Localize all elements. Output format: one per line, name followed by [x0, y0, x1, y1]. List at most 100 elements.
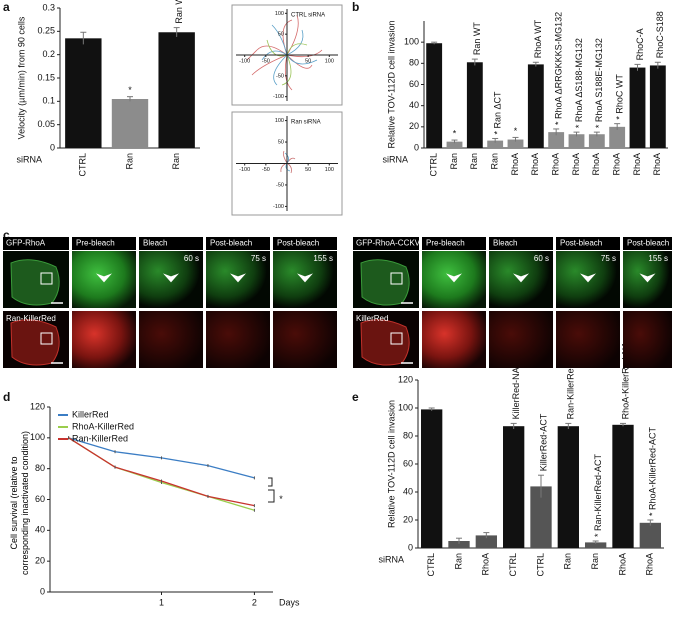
header-bar — [422, 237, 486, 250]
bar — [629, 67, 646, 148]
arrowhead — [96, 273, 112, 283]
x-tick-label: RhoA — [612, 153, 622, 176]
arrowhead — [446, 273, 462, 283]
bar-annotation: RhoC-A — [635, 28, 645, 60]
x-tick-label: RhoA — [652, 153, 662, 176]
x-tick-label: 2 — [252, 597, 257, 607]
y-tick-label: 0.1 — [42, 96, 55, 106]
x-tick-label: CTRL — [429, 153, 439, 177]
arrowhead — [580, 273, 596, 283]
red-image — [273, 311, 337, 368]
bar-annotation: * RhoA ΔS188-MG132 — [574, 38, 584, 128]
x-tick-label: RhoA — [551, 153, 561, 176]
bar-annotation: * Ran ΔCT — [493, 91, 503, 135]
x-axis-label: Days — [279, 597, 300, 607]
bar-annotation: Ran-KillerRed-NA — [566, 348, 576, 420]
bar — [65, 38, 102, 149]
x-tick-label: RhoA — [530, 153, 540, 176]
bar-annotation: * Ran-KillerRed-ACT — [593, 453, 603, 537]
y-axis-label: Cell survival (relative to corresponding… — [9, 430, 30, 576]
x-tick-label: CTRL — [508, 553, 518, 577]
y-tick-label: -100 — [273, 204, 284, 210]
header-bar — [139, 237, 203, 250]
red-image — [556, 311, 620, 368]
y-axis-label: Relative TOV-112D cell invasion — [386, 400, 396, 528]
column-header: Post-bleach — [277, 239, 319, 248]
x-tick-label: RhoA — [632, 153, 642, 176]
x-tick-label: 50 — [305, 167, 311, 173]
y-tick-label: 40 — [403, 486, 413, 496]
header-bar — [489, 237, 553, 250]
y-tick-label: 120 — [398, 374, 413, 384]
arrowhead — [513, 273, 529, 283]
x-tick-label: -50 — [262, 167, 270, 173]
x-tick-label: 50 — [305, 58, 311, 64]
roi-box — [390, 272, 403, 285]
bar — [507, 139, 524, 148]
time-label: 155 s — [648, 254, 668, 263]
roi-box — [40, 332, 53, 345]
legend-label: KillerRed — [72, 409, 109, 419]
y-tick-label: 50 — [278, 32, 284, 38]
x-tick-label: RhoA — [617, 553, 627, 576]
bar — [426, 43, 443, 148]
y-tick-label: 20 — [403, 514, 413, 524]
red-image — [72, 311, 136, 368]
y-tick-label: 0 — [414, 142, 419, 152]
column-header: Pre-bleach — [76, 239, 115, 248]
x-tick-label: -100 — [239, 167, 250, 173]
legend-label: RhoA-KillerRed — [72, 421, 134, 431]
roi-box — [390, 332, 403, 345]
y-tick-label: 0.05 — [37, 119, 55, 129]
y-tick-label: 0 — [408, 542, 413, 552]
plot-title: CTRL siRNA — [291, 13, 325, 19]
arrowhead — [230, 273, 246, 283]
arrowhead — [163, 273, 179, 283]
panel-letter: d — [3, 390, 10, 404]
time-label: 75 s — [251, 254, 266, 263]
bar — [557, 426, 579, 548]
red-image — [623, 311, 672, 368]
plot-frame — [231, 4, 343, 106]
column-header: Bleach — [143, 239, 167, 248]
bar — [475, 535, 497, 548]
y-tick-label: 0.15 — [37, 72, 55, 82]
cell-outline — [360, 259, 410, 306]
x-tick-label: RhoA — [481, 553, 491, 576]
bar-annotation: * RhoA-KillerRed-ACT — [648, 426, 658, 516]
x-tick-label: Ran — [563, 553, 573, 570]
bar-annotation: Ran WT — [472, 22, 482, 56]
header-bar — [353, 237, 419, 250]
x-tick-label: 100 — [325, 167, 334, 173]
y-tick-label: 100 — [404, 37, 419, 47]
x-tick-label: Ran — [590, 553, 600, 570]
x-tick-label: Ran — [171, 153, 181, 170]
x-tick-label: Ran — [469, 153, 479, 170]
y-tick-label: 0.3 — [42, 2, 55, 12]
y-tick-label: 50 — [278, 139, 284, 145]
x-tick-label: -100 — [239, 58, 250, 64]
significance-star: * — [514, 126, 518, 136]
x-tick-label: CTRL — [426, 553, 436, 577]
column-header: Post-bleach — [560, 239, 602, 248]
y-tick-label: 80 — [35, 463, 45, 473]
bar — [585, 542, 607, 548]
time-label: 75 s — [601, 254, 616, 263]
y-tick-label: 60 — [35, 494, 45, 504]
legend-label: Ran-KillerRed — [72, 433, 128, 443]
bar — [466, 62, 483, 148]
significance-star: * — [453, 128, 457, 138]
y-tick-label: 20 — [409, 121, 419, 131]
bar — [609, 126, 626, 148]
red-image — [139, 311, 203, 368]
x-tick-label: CTRL — [535, 553, 545, 577]
bar — [639, 522, 661, 548]
y-tick-label: 100 — [275, 11, 284, 17]
x-tick-label: -50 — [262, 58, 270, 64]
x-tick-label: RhoA — [510, 153, 520, 176]
cell-outline — [10, 259, 60, 306]
y-axis-label: Velocity (µm/min) from 90 cells — [16, 16, 26, 139]
plot-frame — [231, 111, 343, 216]
